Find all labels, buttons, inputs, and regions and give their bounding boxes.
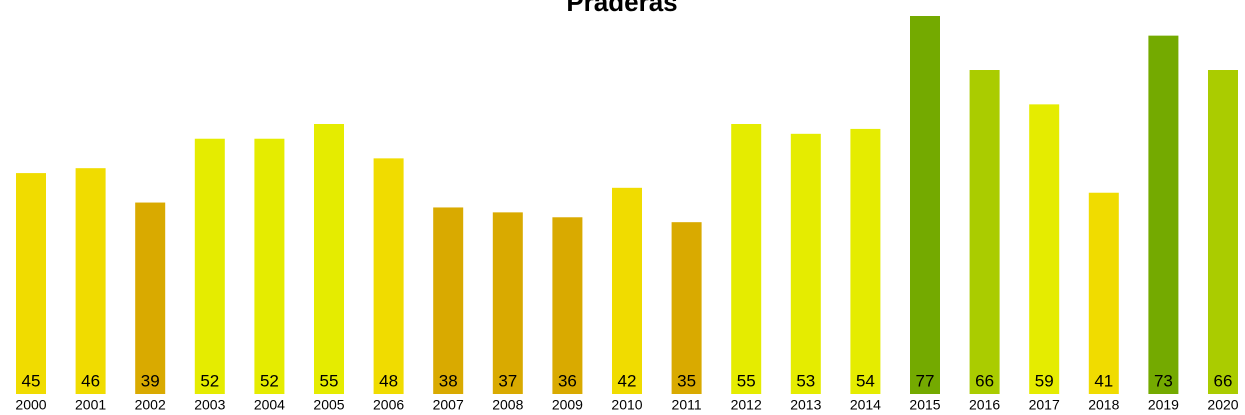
value-label: 42 — [618, 371, 637, 390]
bar — [1208, 70, 1238, 394]
x-tick-label: 2019 — [1148, 397, 1179, 413]
bar — [671, 222, 702, 394]
x-tick-label: 2012 — [731, 397, 762, 413]
x-tick-label: 2002 — [135, 397, 166, 413]
bar — [16, 173, 46, 394]
bar — [850, 128, 881, 394]
value-label: 38 — [439, 371, 458, 390]
value-label: 36 — [558, 371, 577, 390]
value-label: 35 — [677, 371, 696, 390]
value-label: 52 — [200, 371, 219, 390]
value-label: 73 — [1154, 371, 1173, 390]
x-tick-label: 2017 — [1029, 397, 1060, 413]
x-tick-label: 2016 — [969, 397, 1000, 413]
x-tick-label: 2020 — [1207, 397, 1238, 413]
value-label: 59 — [1035, 371, 1054, 390]
bar — [75, 168, 106, 394]
bar — [373, 158, 404, 394]
x-tick-label: 2015 — [909, 397, 940, 413]
bar — [612, 187, 642, 394]
x-tick-label: 2000 — [15, 397, 46, 413]
bar — [433, 207, 464, 394]
bar — [910, 16, 940, 394]
x-tick-label: 2004 — [254, 397, 285, 413]
x-tick-label: 2008 — [492, 397, 523, 413]
x-tick-label: 2010 — [611, 397, 642, 413]
value-label: 52 — [260, 371, 279, 390]
value-label: 77 — [916, 371, 935, 390]
x-tick-label: 2013 — [790, 397, 821, 413]
value-label: 55 — [320, 371, 339, 390]
x-tick-label: 2011 — [672, 397, 702, 413]
value-label: 54 — [856, 371, 875, 390]
value-label: 53 — [796, 371, 815, 390]
bar — [314, 124, 344, 394]
value-label: 66 — [1214, 371, 1233, 390]
value-label: 41 — [1094, 371, 1113, 390]
chart-title: Praderas — [566, 0, 677, 17]
bar — [492, 212, 523, 394]
x-tick-label: 2003 — [194, 397, 225, 413]
bar — [552, 217, 583, 394]
bar — [1088, 192, 1119, 394]
value-label: 37 — [498, 371, 517, 390]
x-tick-label: 2009 — [552, 397, 583, 413]
x-tick-label: 2005 — [313, 397, 344, 413]
value-label: 45 — [22, 371, 41, 390]
bar — [1029, 104, 1060, 394]
x-tick-label: 2018 — [1088, 397, 1119, 413]
bar — [1148, 35, 1179, 395]
value-label: 66 — [975, 371, 994, 390]
x-tick-label: 2007 — [433, 397, 464, 413]
x-tick-label: 2001 — [75, 397, 106, 413]
value-label: 46 — [81, 371, 100, 390]
bar — [790, 133, 821, 394]
bar — [135, 202, 166, 394]
bar — [731, 124, 762, 394]
value-label: 39 — [141, 371, 160, 390]
x-tick-label: 2006 — [373, 397, 404, 413]
value-label: 55 — [737, 371, 756, 390]
bar — [254, 138, 285, 394]
x-tick-label: 2014 — [850, 397, 881, 413]
bar — [194, 138, 225, 394]
bar — [969, 70, 1000, 394]
value-label: 48 — [379, 371, 398, 390]
